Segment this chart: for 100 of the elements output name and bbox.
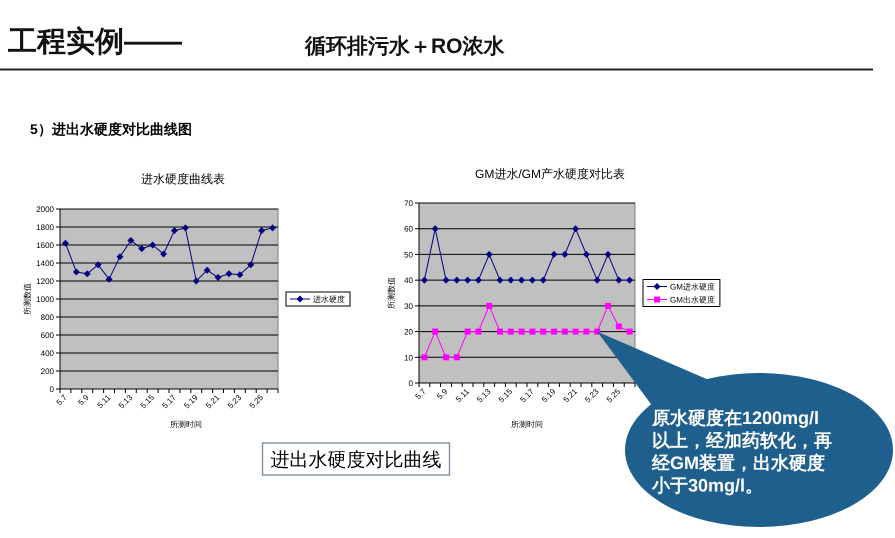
y-tick-label: 40 xyxy=(404,276,414,286)
point xyxy=(540,276,547,284)
y-tick-label: 1200 xyxy=(36,277,55,286)
point xyxy=(442,276,450,284)
y-tick-label: 400 xyxy=(40,349,55,358)
x-tick-label: 5.21 xyxy=(562,386,580,404)
point xyxy=(214,274,222,281)
legend-label: GM进水硬度 xyxy=(670,282,715,292)
legend-label: 进水硬度 xyxy=(313,295,345,304)
point xyxy=(626,276,634,284)
x-tick-label: 5.23 xyxy=(226,392,244,410)
point xyxy=(496,276,504,284)
point xyxy=(572,225,580,232)
point xyxy=(464,328,471,335)
point xyxy=(540,328,546,335)
y-tick-label: 600 xyxy=(40,331,55,340)
point xyxy=(258,227,266,234)
y-tick-label: 20 xyxy=(404,328,414,337)
point xyxy=(475,328,482,335)
text: 进出水硬度对比曲线 xyxy=(270,449,442,471)
point xyxy=(421,354,428,360)
chart-title: 进水硬度曲线表 xyxy=(141,172,225,186)
point xyxy=(454,354,460,360)
x-tick-label: 5.13 xyxy=(116,392,135,410)
point xyxy=(116,253,124,260)
text: 循环排污水＋RO浓水 xyxy=(304,35,506,58)
point xyxy=(507,276,514,284)
y-tick-label: 800 xyxy=(40,313,55,322)
y-tick-label: 200 xyxy=(40,367,55,376)
y-tick-label: 50 xyxy=(404,250,414,260)
x-tick-label: 5.19 xyxy=(182,392,200,410)
text: 工程实例—— xyxy=(7,25,182,58)
y-tick-label: 1600 xyxy=(36,241,55,250)
point xyxy=(616,323,622,330)
point xyxy=(225,270,232,278)
x-tick-label: 5.7 xyxy=(414,386,428,402)
point xyxy=(604,250,612,258)
point xyxy=(551,328,557,335)
y-tick-label: 70 xyxy=(404,199,414,208)
point xyxy=(453,276,460,284)
y-tick-label: 1400 xyxy=(36,259,55,268)
point xyxy=(486,250,493,258)
point xyxy=(160,250,168,258)
chart-title: GM进水/GM产水硬度对比表 xyxy=(475,167,625,181)
point xyxy=(497,328,503,335)
point xyxy=(138,245,146,252)
point xyxy=(106,276,113,283)
point xyxy=(474,276,482,284)
x-tick-label: 5.9 xyxy=(435,386,450,402)
point xyxy=(432,225,439,232)
point xyxy=(236,271,244,278)
y-tick-label: 1800 xyxy=(36,223,55,232)
point xyxy=(583,328,590,335)
point xyxy=(464,276,472,284)
x-tick-label: 5.11 xyxy=(454,386,472,404)
x-tick-label: 5.19 xyxy=(540,386,558,404)
y-tick-label: 60 xyxy=(404,224,414,234)
point xyxy=(518,328,525,335)
point xyxy=(528,276,536,284)
point xyxy=(72,268,80,276)
point xyxy=(62,240,69,247)
y-tick-label: 10 xyxy=(404,353,414,362)
point xyxy=(192,278,200,284)
point xyxy=(84,270,91,278)
point xyxy=(204,266,211,274)
point xyxy=(572,328,579,335)
x-tick-label: 5.11 xyxy=(96,392,113,410)
point xyxy=(529,328,536,335)
x-axis-title: 所测时间 xyxy=(511,420,543,429)
point xyxy=(94,261,102,268)
point xyxy=(182,224,189,232)
point xyxy=(518,276,526,284)
point xyxy=(170,227,178,234)
annotation: 原水硬度在1200mg/l以上，经加药软化，再经GM装置，出水硬度小于30mg/l。 xyxy=(651,408,832,496)
point xyxy=(269,224,276,232)
text: 5）进出水硬度对比曲线图 xyxy=(30,121,192,137)
point xyxy=(562,328,568,335)
point xyxy=(594,276,601,284)
x-tick-label: 5.23 xyxy=(583,386,601,404)
point xyxy=(605,302,611,309)
point xyxy=(420,276,428,284)
y-tick-label: 0 xyxy=(408,379,414,388)
point xyxy=(443,354,449,360)
x-tick-label: 5.21 xyxy=(204,392,222,410)
point xyxy=(615,276,622,284)
y-tick-label: 30 xyxy=(404,302,414,311)
y-axis-title: 所测数值 xyxy=(23,283,32,315)
point xyxy=(550,250,558,258)
x-tick-label: 5.13 xyxy=(475,386,493,404)
y-tick-label: 2000 xyxy=(36,205,55,214)
x-tick-label: 5.9 xyxy=(76,392,92,408)
point xyxy=(247,261,254,268)
point xyxy=(149,242,156,248)
point xyxy=(127,237,134,244)
y-tick-label: 0 xyxy=(50,385,55,394)
point xyxy=(626,328,633,335)
point xyxy=(432,328,438,335)
point xyxy=(486,302,492,309)
x-tick-label: 5.7 xyxy=(54,392,70,408)
point xyxy=(561,250,568,258)
